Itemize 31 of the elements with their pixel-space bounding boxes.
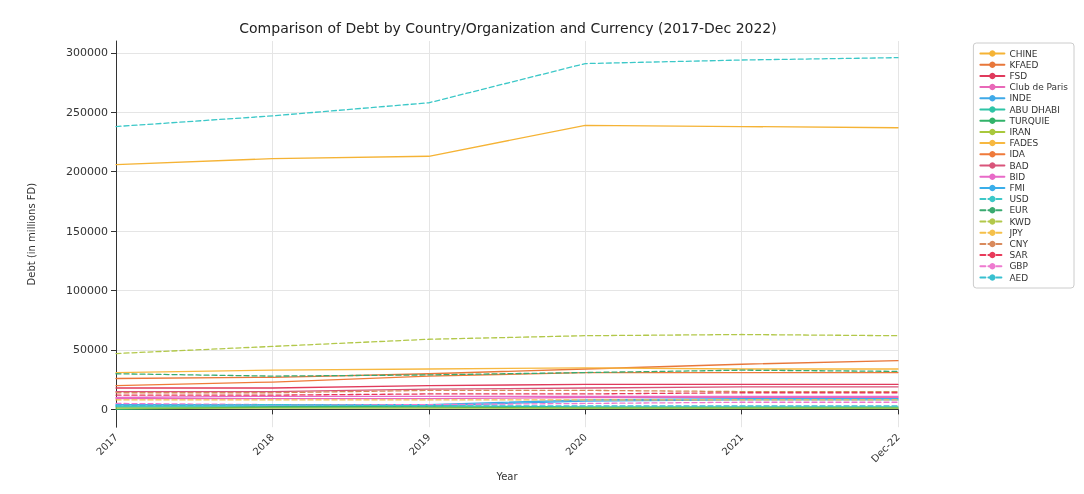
legend-label: KWD: [1009, 216, 1031, 227]
y-tick-label: 100000: [66, 284, 108, 298]
y-tick-label: 300000: [66, 46, 108, 60]
legend-label: ABU DHABI: [1009, 104, 1060, 115]
legend-label: JPY: [1008, 227, 1024, 238]
legend-label: Club de Paris: [1009, 82, 1069, 93]
legend-label: EUR: [1009, 205, 1028, 216]
legend-label: FSD: [1009, 70, 1028, 81]
y-tick-label: 200000: [66, 165, 108, 179]
chart-title: Comparison of Debt by Country/Organization and Currency (2017-Dec 2022): [239, 20, 777, 36]
legend-label: FADES: [1009, 138, 1039, 149]
legend-label: INDE: [1009, 93, 1032, 104]
legend-label: BID: [1009, 171, 1026, 182]
y-tick-label: 250000: [66, 105, 108, 119]
legend-label: FMI: [1009, 182, 1026, 193]
y-axis-title: Debt (in millions FD): [25, 182, 37, 286]
legend-label: IDA: [1009, 149, 1026, 160]
legend-label: SAR: [1009, 250, 1028, 261]
x-axis-title: Year: [495, 470, 519, 482]
legend-label: TURQUIE: [1008, 115, 1051, 126]
y-tick-label: 150000: [66, 224, 108, 238]
y-tick-label: 0: [101, 402, 108, 416]
legend-label: BAD: [1009, 160, 1029, 171]
legend-label: GBP: [1009, 261, 1029, 272]
y-tick-label: 50000: [73, 343, 108, 357]
legend-label: AED: [1009, 272, 1029, 283]
legend-label: IRAN: [1009, 126, 1031, 137]
legend-label: CHINE: [1009, 48, 1038, 59]
legend-label: USD: [1009, 194, 1029, 205]
legend-label: KFAED: [1009, 59, 1039, 70]
legend-label: CNY: [1009, 238, 1029, 249]
